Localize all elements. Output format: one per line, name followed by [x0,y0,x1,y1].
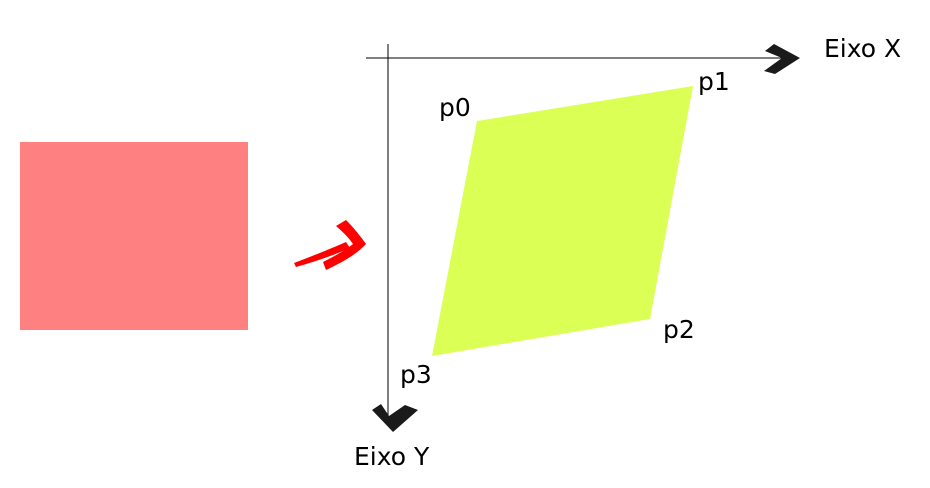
transformed-parallelogram [432,86,693,356]
source-rectangle [20,142,248,330]
point-label-p3: p3 [400,360,432,389]
point-label-p1: p1 [698,67,730,96]
transform-arrow-shaft [294,242,350,267]
transform-arrow-head [323,220,366,270]
point-label-p2: p2 [663,315,695,344]
arrowhead-down-icon [372,404,418,432]
y-axis-label: Eixo Y [354,442,430,471]
point-label-p0: p0 [439,93,471,122]
coordinate-axes [366,44,800,432]
arrowhead-right-icon [764,44,800,74]
x-axis-label: Eixo X [824,34,901,63]
curved-arrow-icon [294,220,366,270]
